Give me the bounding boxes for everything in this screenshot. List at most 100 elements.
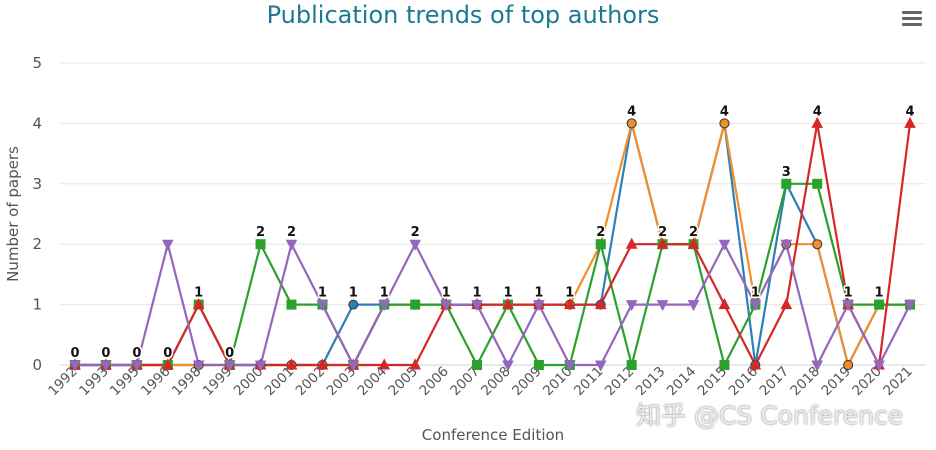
data-point[interactable] [626, 360, 637, 370]
data-label: 0 [101, 346, 110, 361]
y-tick-label: 0 [32, 356, 42, 374]
data-label: 1 [442, 286, 451, 301]
data-label: 0 [163, 346, 172, 361]
hamburger-menu-icon[interactable] [900, 8, 924, 30]
data-point[interactable] [594, 360, 607, 372]
x-tick-label: 2013 [633, 364, 669, 400]
data-label: 1 [844, 286, 853, 301]
data-point[interactable] [254, 360, 267, 372]
data-point[interactable] [718, 298, 731, 310]
data-point[interactable] [780, 239, 793, 251]
data-label: 0 [132, 346, 141, 361]
data-point[interactable] [316, 358, 329, 370]
x-tick-label: 2021 [880, 364, 916, 400]
data-point[interactable] [811, 116, 824, 128]
data-point[interactable] [192, 298, 205, 310]
data-point[interactable] [502, 298, 514, 310]
data-label: 1 [349, 286, 358, 301]
data-label: 1 [318, 286, 327, 301]
data-point[interactable] [347, 360, 360, 372]
data-point[interactable] [69, 360, 81, 372]
series-line [75, 243, 911, 367]
chart-title: Publication trends of top authors [266, 1, 660, 29]
data-point[interactable] [378, 358, 391, 370]
series-line [75, 182, 910, 367]
data-point[interactable] [502, 360, 514, 372]
data-point[interactable] [780, 298, 793, 310]
data-label: 0 [70, 346, 79, 361]
data-label: 2 [287, 225, 296, 240]
data-label: 1 [473, 286, 482, 301]
data-point[interactable] [440, 300, 452, 312]
data-point[interactable] [533, 300, 545, 312]
data-point[interactable] [781, 178, 792, 189]
data-point[interactable] [904, 300, 916, 312]
data-point[interactable] [471, 300, 483, 312]
data-point[interactable] [594, 298, 607, 310]
data-point[interactable] [286, 299, 297, 310]
data-label: 4 [720, 104, 729, 119]
data-point[interactable] [472, 360, 483, 370]
data-point[interactable] [316, 300, 329, 312]
x-axis-label: Conference Edition [422, 426, 564, 444]
data-point[interactable] [161, 358, 174, 370]
data-point[interactable] [719, 118, 730, 129]
data-point[interactable] [285, 239, 298, 251]
data-label: 2 [596, 225, 605, 240]
data-point[interactable] [843, 360, 854, 370]
data-point[interactable] [563, 298, 576, 310]
data-point[interactable] [131, 360, 143, 372]
y-tick-label: 5 [32, 54, 42, 72]
y-tick-label: 3 [32, 175, 42, 193]
data-point[interactable] [812, 239, 823, 250]
series-line [75, 122, 912, 367]
data-label: 1 [534, 286, 543, 301]
y-tick-label: 1 [32, 296, 42, 314]
data-point[interactable] [656, 237, 669, 249]
data-point[interactable] [409, 239, 422, 251]
data-label: 1 [751, 286, 760, 301]
data-point[interactable] [161, 239, 174, 251]
data-label: 4 [813, 104, 822, 119]
data-label: 3 [782, 165, 791, 180]
data-point[interactable] [811, 360, 824, 372]
data-point[interactable] [100, 360, 112, 372]
x-tick-label: 2006 [416, 364, 452, 400]
data-point[interactable] [719, 360, 730, 370]
data-point[interactable] [285, 358, 298, 370]
data-point[interactable] [626, 118, 637, 129]
data-point[interactable] [410, 299, 421, 310]
data-point[interactable] [812, 178, 823, 189]
data-point[interactable] [656, 300, 669, 312]
y-tick-label: 4 [32, 114, 42, 132]
data-point[interactable] [192, 360, 205, 372]
data-point[interactable] [749, 358, 762, 370]
data-point[interactable] [749, 300, 762, 312]
data-point[interactable] [718, 239, 731, 251]
data-point[interactable] [348, 299, 359, 310]
data-point[interactable] [255, 239, 266, 250]
x-tick-label: 2014 [664, 364, 700, 400]
data-point[interactable] [842, 300, 854, 312]
data-point[interactable] [904, 116, 916, 128]
data-point[interactable] [378, 300, 391, 312]
data-point[interactable] [409, 358, 422, 370]
data-point[interactable] [687, 300, 700, 312]
data-label: 1 [503, 286, 512, 301]
data-point[interactable] [533, 360, 544, 370]
data-point[interactable] [687, 237, 700, 249]
data-label: 1 [875, 286, 884, 301]
data-point[interactable] [563, 360, 576, 372]
data-point[interactable] [595, 239, 606, 250]
data-point[interactable] [223, 360, 236, 372]
data-label: 0 [225, 346, 234, 361]
data-label: 4 [627, 104, 636, 119]
data-point[interactable] [874, 299, 885, 310]
x-tick-label: 2017 [757, 364, 793, 400]
data-point[interactable] [625, 300, 638, 312]
data-point[interactable] [873, 360, 885, 372]
data-label: 2 [689, 225, 698, 240]
data-point[interactable] [625, 237, 638, 249]
y-axis-label: Number of papers [4, 146, 22, 282]
